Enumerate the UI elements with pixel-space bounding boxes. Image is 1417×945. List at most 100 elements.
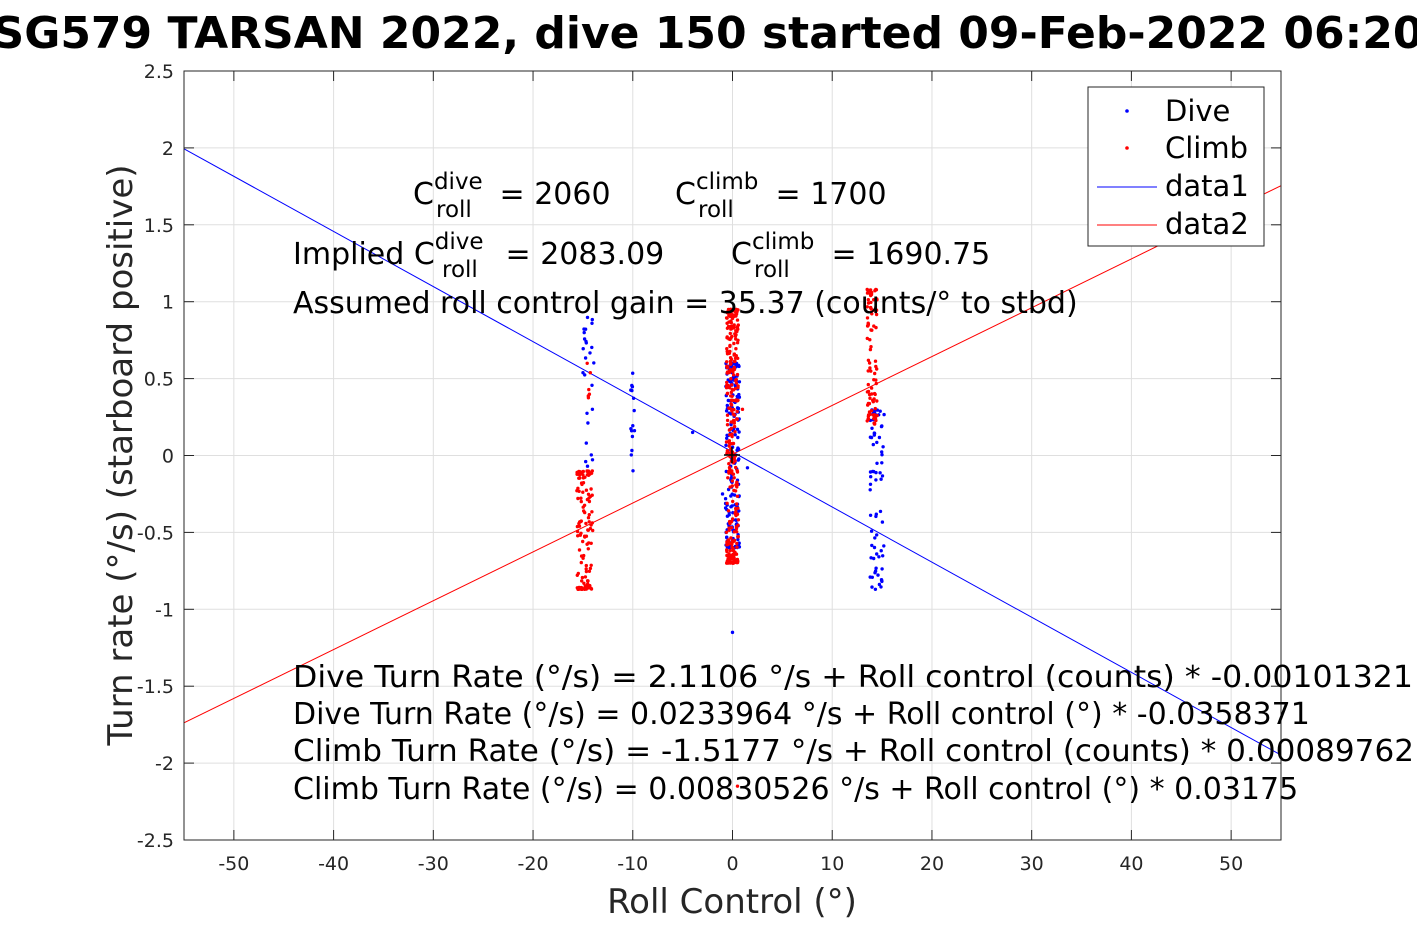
data-point-dive xyxy=(880,450,884,454)
data-point-dive xyxy=(875,533,879,537)
data-point-dive xyxy=(727,513,731,517)
data-point-climb xyxy=(725,501,729,505)
data-point-climb xyxy=(731,441,736,446)
data-point-climb xyxy=(734,307,738,312)
data-point-climb xyxy=(581,556,585,560)
data-point-climb xyxy=(733,356,738,360)
data-point-dive xyxy=(745,466,750,470)
data-point-climb xyxy=(875,399,879,403)
gain-annotation: Assumed roll control gain = 35.37 (count… xyxy=(293,286,1078,321)
data-point-climb xyxy=(735,409,739,414)
implied-dive-annotation: Implied Cdive roll = 2083.09 xyxy=(293,229,664,283)
data-point-dive xyxy=(720,492,725,496)
data-point-climb xyxy=(577,521,581,526)
data-point-dive xyxy=(879,549,883,553)
data-point-climb xyxy=(578,476,582,480)
data-point-climb xyxy=(735,494,740,498)
data-point-climb xyxy=(868,338,872,342)
data-point-climb xyxy=(868,347,873,352)
data-point-climb xyxy=(730,326,734,330)
data-point-climb xyxy=(725,360,729,364)
c-climb-letter: C xyxy=(675,177,696,212)
data-point-dive xyxy=(729,475,734,480)
data-point-dive xyxy=(875,440,879,445)
data-point-climb xyxy=(581,490,585,494)
data-point-climb xyxy=(874,378,878,382)
data-point-climb xyxy=(585,497,590,502)
y-tick-label: -1.5 xyxy=(137,676,174,698)
data-point-climb xyxy=(736,535,740,539)
data-point-climb xyxy=(725,418,730,423)
data-point-climb xyxy=(727,351,732,355)
data-point-dive xyxy=(582,337,587,341)
data-point-dive xyxy=(630,383,634,388)
data-point-climb xyxy=(589,487,593,491)
data-point-dive xyxy=(869,475,873,479)
data-point-climb xyxy=(725,543,729,547)
data-point-climb xyxy=(576,496,580,501)
data-point-climb xyxy=(735,468,739,473)
data-point-climb xyxy=(871,413,875,417)
data-point-climb xyxy=(732,476,736,480)
data-point-climb xyxy=(730,545,734,549)
data-point-dive xyxy=(872,545,877,550)
data-point-dive xyxy=(584,341,588,345)
data-point-dive xyxy=(585,315,590,320)
equation-climb-degrees: Climb Turn Rate (°/s) = 0.00830526 °/s +… xyxy=(293,772,1298,807)
legend-label-dive: Dive xyxy=(1165,94,1230,128)
data-point-dive xyxy=(878,509,883,514)
data-point-dive xyxy=(581,347,585,351)
data-point-climb xyxy=(866,358,871,362)
data-point-climb xyxy=(587,513,591,517)
data-point-dive xyxy=(877,582,882,587)
data-point-dive xyxy=(870,426,874,430)
y-tick-label: 2.5 xyxy=(144,61,174,83)
data-point-dive xyxy=(874,470,878,475)
data-point-climb xyxy=(580,579,584,583)
data-point-climb xyxy=(734,347,738,351)
legend-marker-dive xyxy=(1125,109,1129,113)
data-point-climb xyxy=(729,394,733,398)
data-point-climb xyxy=(726,365,730,369)
data-point-climb xyxy=(874,312,879,317)
data-point-climb xyxy=(586,547,590,551)
data-point-climb xyxy=(868,396,872,400)
data-point-climb xyxy=(865,305,869,309)
data-point-climb xyxy=(873,406,877,411)
data-point-climb xyxy=(874,381,878,386)
data-point-climb xyxy=(581,539,585,544)
data-point-climb xyxy=(582,503,587,507)
data-point-climb xyxy=(579,499,583,504)
x-tick-label: -20 xyxy=(518,853,549,875)
c-climb-value: = 1700 xyxy=(766,177,887,212)
data-point-dive xyxy=(590,321,594,325)
data-point-dive xyxy=(583,327,588,331)
data-point-dive xyxy=(880,424,884,428)
legend-box xyxy=(1087,86,1265,247)
data-point-climb xyxy=(728,455,732,459)
data-point-climb xyxy=(735,341,740,345)
data-point-dive xyxy=(872,556,876,561)
data-point-climb xyxy=(730,316,735,321)
data-point-climb xyxy=(725,380,729,385)
data-point-climb xyxy=(869,369,873,373)
data-point-climb xyxy=(584,567,588,571)
data-point-climb xyxy=(735,784,740,788)
data-point-climb xyxy=(726,540,730,544)
data-point-climb xyxy=(580,586,585,591)
data-point-climb xyxy=(584,534,589,538)
data-point-climb xyxy=(724,440,729,444)
x-tick-label: 40 xyxy=(1119,853,1143,875)
data-point-dive xyxy=(630,448,634,453)
x-tick-label: 10 xyxy=(820,853,844,875)
data-point-climb xyxy=(728,331,732,336)
data-point-climb xyxy=(873,371,877,376)
data-point-climb xyxy=(870,312,874,316)
data-point-climb xyxy=(587,569,592,573)
data-point-climb xyxy=(728,356,733,360)
data-point-climb xyxy=(728,548,732,553)
data-point-climb xyxy=(581,469,585,474)
data-point-dive xyxy=(736,458,740,462)
data-point-dive xyxy=(632,408,636,413)
data-point-dive xyxy=(725,436,729,440)
